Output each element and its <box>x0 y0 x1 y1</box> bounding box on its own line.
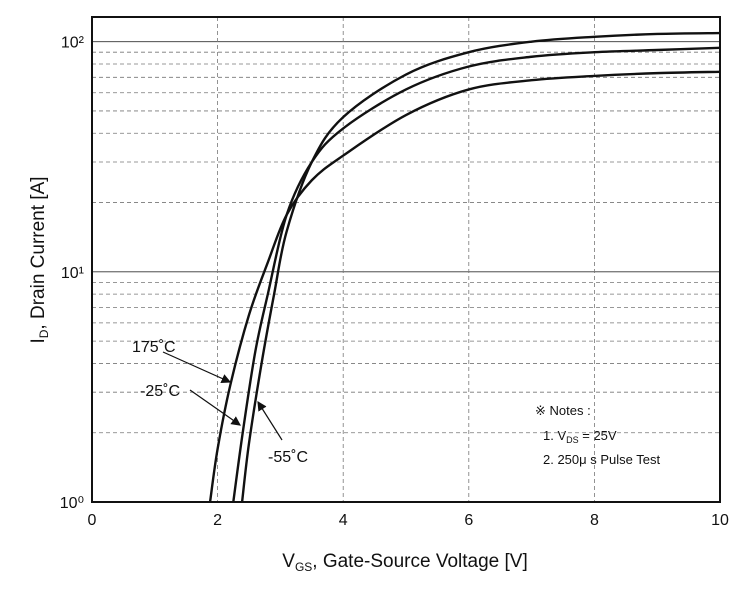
curve <box>208 70 720 502</box>
x-tick-label: 2 <box>213 512 222 529</box>
y-tick-label: 10⁰ <box>60 495 84 512</box>
y-axis-label: ID, Drain Current [A] <box>28 176 51 343</box>
curve <box>240 31 720 502</box>
series-label: -25˚C <box>140 383 180 400</box>
arrow <box>162 351 232 383</box>
arrow <box>189 389 241 426</box>
note-line: 2. 250μ s Pulse Test <box>543 452 660 467</box>
x-axis-label: VGS, Gate-Source Voltage [V] <box>282 551 528 574</box>
x-tick-label: 0 <box>88 512 97 529</box>
plot-frame <box>91 16 721 503</box>
y-tick-label: 10² <box>61 35 85 52</box>
y-tick-label: 10¹ <box>61 265 84 282</box>
series-label: 175˚C <box>132 339 176 356</box>
x-tick-label: 8 <box>590 512 599 529</box>
curve <box>232 46 720 502</box>
x-tick-label: 10 <box>711 512 729 529</box>
note-line: 1. VDS = 25V <box>543 428 617 445</box>
arrow <box>257 400 283 441</box>
notes-title: ※ Notes : <box>535 403 591 418</box>
series-label: -55˚C <box>268 449 308 466</box>
x-tick-label: 6 <box>464 512 473 529</box>
x-tick-label: 4 <box>339 512 348 529</box>
